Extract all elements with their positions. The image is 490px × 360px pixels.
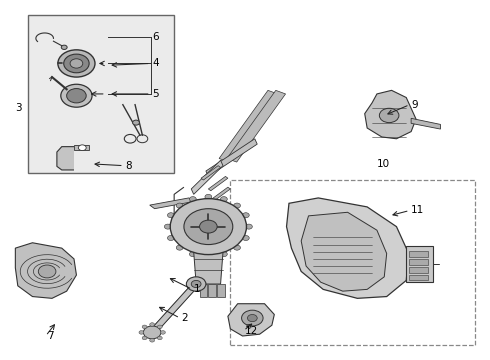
Circle shape [220, 197, 227, 202]
Polygon shape [365, 90, 416, 139]
Polygon shape [211, 187, 230, 202]
Circle shape [184, 209, 233, 244]
Bar [409, 267, 428, 273]
Circle shape [243, 235, 249, 240]
Text: 8: 8 [125, 161, 132, 171]
Circle shape [142, 336, 147, 340]
Circle shape [164, 224, 171, 229]
Polygon shape [206, 139, 257, 176]
Polygon shape [194, 252, 223, 284]
Circle shape [220, 252, 227, 257]
Circle shape [170, 199, 246, 255]
Circle shape [67, 89, 86, 103]
Bar [217, 284, 225, 297]
Polygon shape [201, 166, 220, 180]
Circle shape [70, 59, 83, 68]
Text: 12: 12 [245, 325, 258, 336]
Bar [409, 275, 428, 280]
Circle shape [150, 323, 155, 326]
Circle shape [176, 203, 183, 208]
Circle shape [64, 54, 89, 73]
Circle shape [160, 330, 165, 334]
Polygon shape [57, 147, 74, 170]
Circle shape [199, 220, 217, 233]
Polygon shape [228, 304, 274, 336]
Circle shape [58, 50, 95, 77]
Polygon shape [191, 160, 223, 194]
Circle shape [205, 194, 212, 199]
Circle shape [157, 325, 162, 329]
Text: 9: 9 [411, 100, 418, 110]
Circle shape [142, 325, 147, 329]
Bar [208, 284, 216, 297]
Bar [409, 259, 428, 265]
Bar [406, 246, 433, 282]
Text: 1: 1 [194, 284, 200, 294]
Circle shape [247, 315, 257, 321]
Circle shape [379, 108, 399, 123]
Circle shape [78, 145, 86, 150]
Circle shape [38, 265, 56, 278]
Circle shape [245, 224, 252, 229]
Bar [74, 145, 89, 150]
Circle shape [176, 245, 183, 250]
Circle shape [190, 197, 196, 202]
Text: 3: 3 [15, 103, 22, 113]
Circle shape [234, 245, 241, 250]
Circle shape [139, 330, 144, 334]
Circle shape [191, 280, 201, 288]
Polygon shape [227, 90, 286, 162]
Circle shape [157, 336, 162, 340]
Circle shape [144, 326, 161, 339]
Polygon shape [150, 198, 194, 209]
FancyBboxPatch shape [27, 15, 174, 173]
Polygon shape [287, 198, 409, 298]
Circle shape [205, 254, 212, 259]
Circle shape [168, 235, 174, 240]
Circle shape [186, 277, 206, 291]
Text: 5: 5 [152, 89, 159, 99]
Circle shape [190, 252, 196, 257]
Polygon shape [149, 283, 199, 334]
Text: 7: 7 [47, 331, 54, 341]
Text: 6: 6 [152, 32, 159, 41]
Text: 2: 2 [181, 313, 188, 323]
Text: 11: 11 [411, 206, 424, 216]
Bar [409, 251, 428, 257]
Circle shape [61, 45, 67, 49]
Polygon shape [15, 243, 76, 298]
Circle shape [61, 84, 92, 107]
Circle shape [150, 338, 155, 342]
Circle shape [133, 120, 140, 125]
Circle shape [234, 203, 241, 208]
Circle shape [168, 213, 174, 218]
Bar [199, 284, 207, 297]
Text: 4: 4 [152, 58, 159, 68]
Circle shape [243, 213, 249, 218]
Text: 10: 10 [377, 159, 390, 169]
Circle shape [242, 310, 263, 326]
Polygon shape [208, 176, 228, 191]
Polygon shape [301, 212, 387, 291]
Polygon shape [219, 90, 278, 162]
Polygon shape [411, 118, 441, 129]
